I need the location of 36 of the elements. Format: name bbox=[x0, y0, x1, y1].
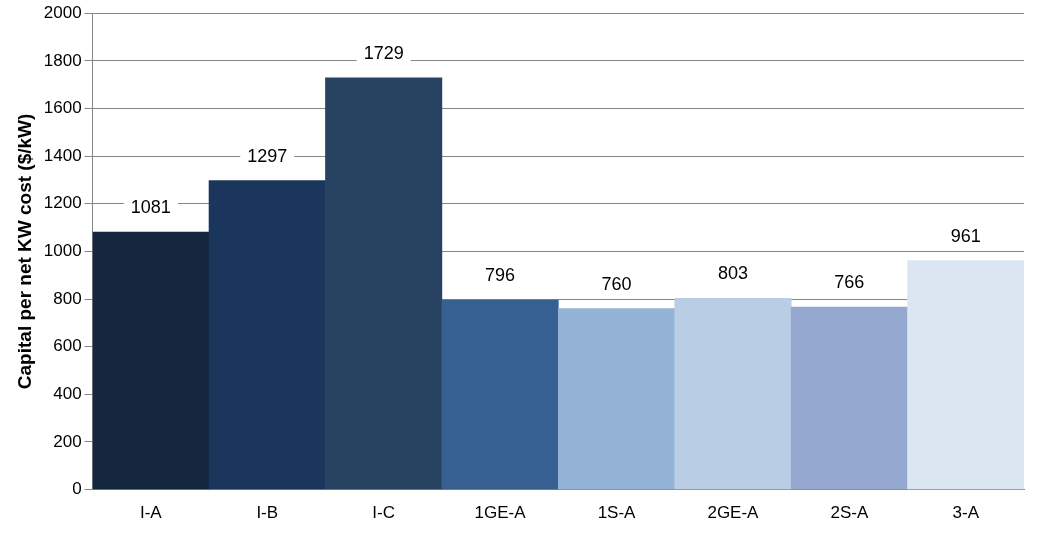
x-tick-label: 3-A bbox=[952, 503, 980, 523]
x-tick-label: I-A bbox=[139, 503, 163, 523]
y-tick-label: 1000 bbox=[43, 241, 82, 261]
data-label: 1297 bbox=[247, 145, 288, 166]
data-label: 760 bbox=[601, 273, 632, 294]
y-axis-title: Capital per net KW cost ($/kW) bbox=[13, 113, 35, 390]
y-tick-label: 1600 bbox=[43, 98, 82, 118]
x-tick-label: 1S-A bbox=[597, 503, 637, 523]
data-label: 1729 bbox=[363, 42, 404, 63]
y-tick-label: 1400 bbox=[43, 145, 82, 165]
data-label: 1081 bbox=[130, 197, 171, 218]
bar bbox=[325, 77, 443, 490]
data-label: 766 bbox=[834, 272, 865, 293]
bar bbox=[907, 260, 1024, 490]
y-tick-label: 2000 bbox=[43, 2, 82, 22]
bar bbox=[790, 306, 908, 490]
bar bbox=[441, 299, 559, 490]
data-label: 803 bbox=[717, 263, 748, 284]
y-tick-label: 0 bbox=[72, 479, 82, 499]
bar bbox=[92, 231, 210, 490]
x-tick-label: 1GE-A bbox=[474, 503, 527, 523]
y-tick-label: 400 bbox=[53, 384, 82, 404]
bar bbox=[557, 308, 676, 490]
y-tick-label: 800 bbox=[53, 288, 82, 308]
x-tick-label: 2GE-A bbox=[707, 503, 760, 523]
y-tick-label: 1800 bbox=[43, 50, 82, 70]
data-label: 796 bbox=[485, 264, 516, 285]
y-tick-label: 600 bbox=[53, 336, 82, 356]
bar bbox=[208, 180, 326, 490]
x-tick-label: I-C bbox=[372, 503, 396, 523]
y-tick-label: 1200 bbox=[43, 193, 82, 213]
bar bbox=[674, 298, 792, 490]
x-tick-label: 2S-A bbox=[830, 503, 869, 523]
data-label: 961 bbox=[950, 225, 981, 246]
y-tick-label: 200 bbox=[53, 431, 82, 451]
x-tick-label: I-B bbox=[256, 503, 279, 523]
